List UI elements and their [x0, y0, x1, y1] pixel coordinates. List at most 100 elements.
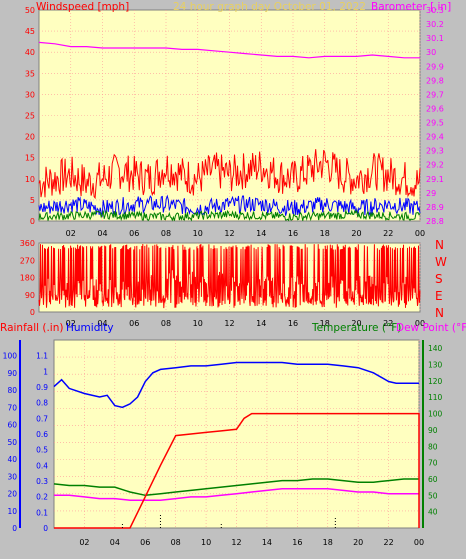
wind-chart-x-tick-20: 20: [351, 229, 361, 238]
windspeed-axis-title: Windspeed [mph]: [36, 1, 129, 13]
direction-chart-x-tick-18: 18: [320, 319, 330, 328]
humidity-tick-30: 30: [7, 472, 17, 481]
dew-point-axis-title: Dew Point (°F): [396, 322, 466, 334]
humidity-tick-10: 10: [7, 507, 17, 516]
direction-tick-360: 360: [20, 239, 35, 248]
temperature-axis-title: Temperature (°F): [311, 322, 401, 334]
humidity-axis-title: Humidity: [66, 322, 114, 334]
direction-tick-0: 0: [30, 308, 35, 317]
rainfall-tick-0.4: 0.4: [36, 461, 48, 470]
temperature-tick-90: 90: [428, 426, 438, 435]
climate-chart-x-tick-08: 08: [171, 538, 181, 547]
barometer-tick-29.2: 29.2: [426, 161, 444, 170]
climate-chart-x-tick-18: 18: [323, 538, 333, 547]
temperature-series: [53, 478, 419, 497]
direction-label-s: S: [435, 272, 443, 286]
barometer-tick-29.7: 29.7: [426, 90, 444, 99]
humidity-tick-60: 60: [7, 421, 17, 430]
humidity-tick-100: 100: [3, 352, 18, 361]
direction-chart-x-tick-04: 04: [97, 319, 107, 328]
direction-chart-x-tick-14: 14: [256, 319, 266, 328]
barometer-tick-28.9: 28.9: [426, 203, 444, 212]
direction-tick-180: 180: [20, 274, 35, 283]
rainfall-tick-0.1: 0.1: [36, 508, 48, 517]
direction-tick-270: 270: [20, 256, 35, 265]
wind-chart-x-tick-10: 10: [193, 229, 203, 238]
temperature-tick-40: 40: [428, 508, 438, 517]
windspeed-tick-35: 35: [25, 69, 35, 78]
temperature-tick-130: 130: [428, 361, 443, 370]
direction-chart-x-tick-12: 12: [224, 319, 234, 328]
rainfall-tick-1.1: 1.1: [36, 352, 48, 361]
wind-low-series: [38, 208, 421, 222]
climate-chart-x-tick-00: 00: [414, 538, 424, 547]
rainfall-tick-1: 1: [43, 367, 48, 376]
temperature-tick-80: 80: [428, 442, 438, 451]
windspeed-tick-40: 40: [25, 48, 35, 57]
humidity-tick-0: 0: [12, 524, 17, 533]
climate-chart-x-tick-02: 02: [79, 538, 89, 547]
wind-chart-x-tick-00: 00: [415, 229, 425, 238]
barometer-tick-29.8: 29.8: [426, 76, 444, 85]
rainfall-tick-0.7: 0.7: [36, 414, 48, 423]
wind-direction-series: [38, 243, 421, 309]
climate-chart-x-tick-22: 22: [383, 538, 393, 547]
humidity-tick-40: 40: [7, 455, 17, 464]
temperature-tick-70: 70: [428, 459, 438, 468]
rainfall-tick-0.3: 0.3: [36, 477, 48, 486]
humidity-tick-90: 90: [7, 369, 17, 378]
barometer-tick-30.1: 30.1: [426, 34, 444, 43]
climate-chart-x-tick-10: 10: [201, 538, 211, 547]
wind-chart-x-tick-22: 22: [383, 229, 393, 238]
wind-gust-series: [38, 149, 421, 200]
rainfall-tick-0.5: 0.5: [36, 446, 48, 455]
temperature-tick-60: 60: [428, 475, 438, 484]
graph-date-title: 24 hour graph day October 01, 2022: [173, 1, 366, 13]
rainfall-tick-0.8: 0.8: [36, 399, 48, 408]
barometer-tick-29.3: 29.3: [426, 147, 444, 156]
direction-chart-x-tick-10: 10: [193, 319, 203, 328]
humidity-tick-20: 20: [7, 490, 17, 499]
wind-chart-x-tick-06: 06: [129, 229, 139, 238]
wind-chart-x-tick-14: 14: [256, 229, 266, 238]
wind-chart-x-tick-02: 02: [66, 229, 76, 238]
wind-chart-x-tick-12: 12: [224, 229, 234, 238]
barometer-tick-29.9: 29.9: [426, 62, 444, 71]
direction-label-w: W: [435, 255, 447, 269]
barometer-series: [38, 41, 420, 59]
barometer-tick-29: 29: [426, 189, 436, 198]
rainfall-series: [54, 412, 420, 529]
windspeed-tick-0: 0: [30, 217, 35, 226]
humidity-tick-70: 70: [7, 403, 17, 412]
windspeed-tick-30: 30: [25, 90, 35, 99]
climate-chart-x-tick-12: 12: [231, 538, 241, 547]
humidity-tick-80: 80: [7, 386, 17, 395]
direction-chart-x-tick-08: 08: [161, 319, 171, 328]
temperature-tick-50: 50: [428, 491, 438, 500]
barometer-tick-29.4: 29.4: [426, 133, 444, 142]
wind-chart-x-tick-16: 16: [288, 229, 298, 238]
rainfall-tick-0: 0: [43, 524, 48, 533]
climate-chart-x-tick-20: 20: [353, 538, 363, 547]
rainfall-tick-0.9: 0.9: [36, 383, 48, 392]
temperature-tick-140: 140: [428, 344, 443, 353]
climate-chart-x-tick-04: 04: [110, 538, 120, 547]
barometer-tick-30: 30: [426, 48, 436, 57]
windspeed-tick-5: 5: [30, 196, 35, 205]
windspeed-tick-50: 50: [25, 6, 35, 15]
rainfall-axis-title: Rainfall (.in): [0, 322, 63, 334]
direction-chart-x-tick-20: 20: [351, 319, 361, 328]
climate-chart-x-tick-06: 06: [140, 538, 150, 547]
temperature-tick-110: 110: [428, 393, 443, 402]
wind-chart-x-tick-04: 04: [97, 229, 107, 238]
barometer-tick-29.1: 29.1: [426, 175, 444, 184]
barometer-tick-29.6: 29.6: [426, 104, 444, 113]
barometer-tick-29.5: 29.5: [426, 119, 444, 128]
direction-label-n-top: N: [435, 238, 444, 252]
rainfall-tick-0.2: 0.2: [36, 493, 48, 502]
rainfall-tick-0.6: 0.6: [36, 430, 48, 439]
windspeed-tick-15: 15: [25, 154, 35, 163]
temperature-tick-100: 100: [428, 410, 443, 419]
climate-chart-x-tick-16: 16: [292, 538, 302, 547]
